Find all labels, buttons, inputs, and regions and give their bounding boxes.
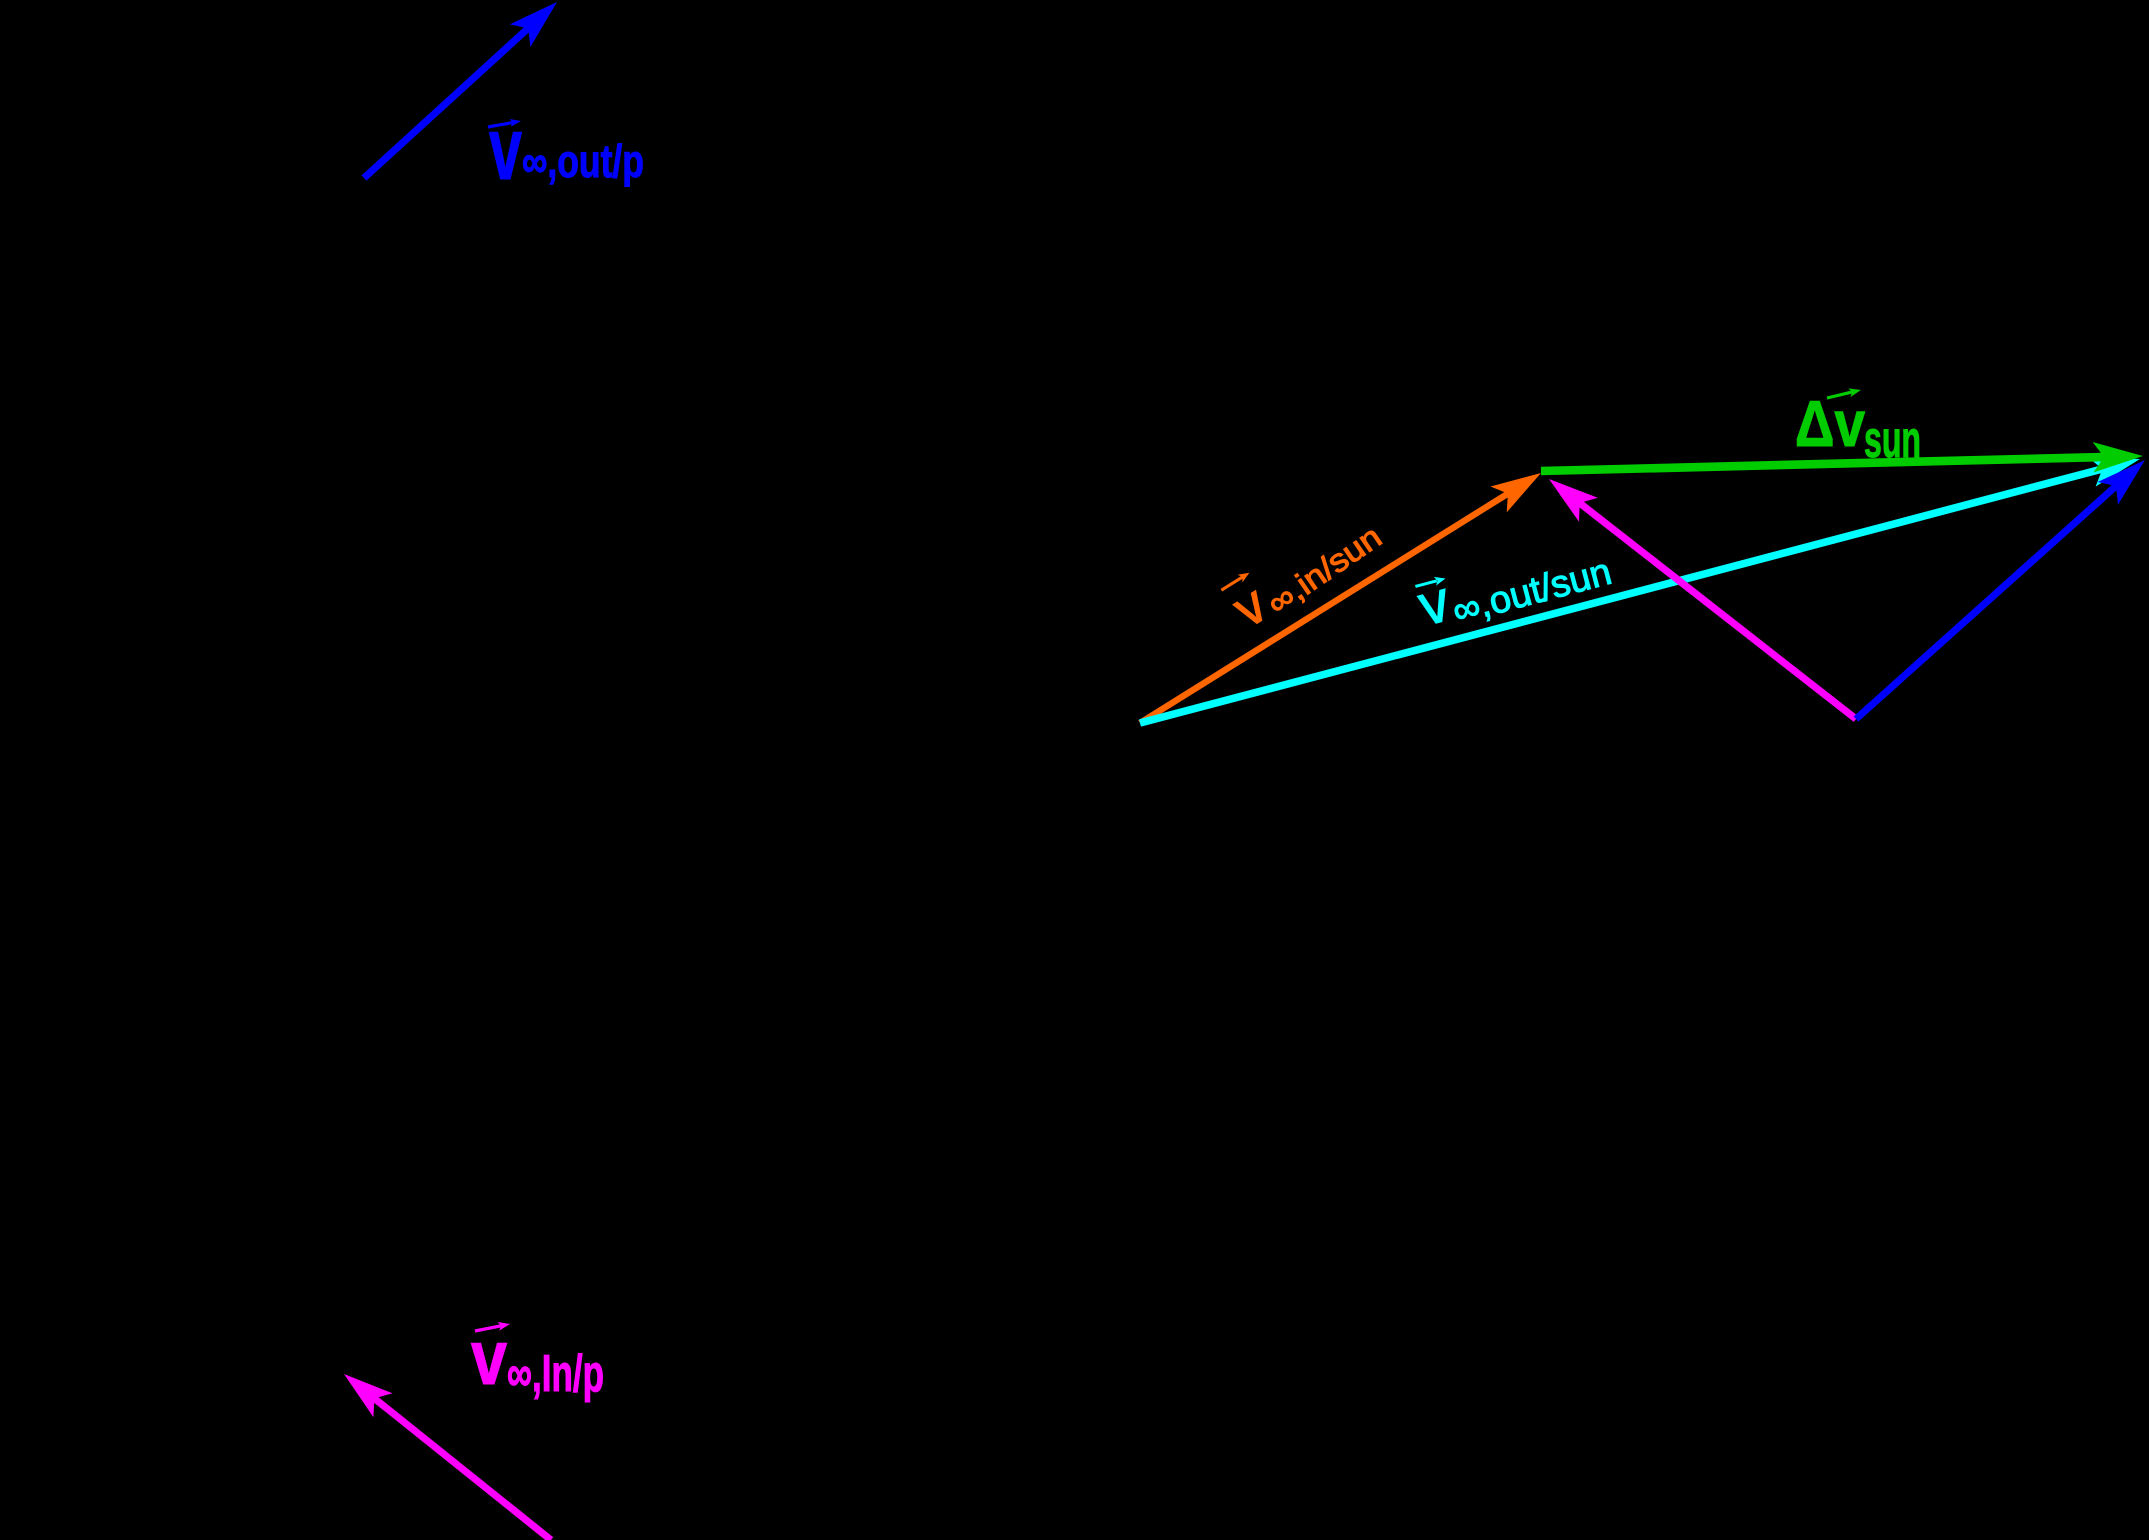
svg-text:v: v [471, 1315, 507, 1401]
svg-text:Δv: Δv [1795, 387, 1865, 460]
svg-text:∞,In/p: ∞,In/p [507, 1345, 604, 1403]
svg-text:v: v [489, 99, 522, 198]
svg-text:sun: sun [1864, 411, 1921, 469]
svg-text:∞,out/p: ∞,out/p [522, 135, 644, 187]
